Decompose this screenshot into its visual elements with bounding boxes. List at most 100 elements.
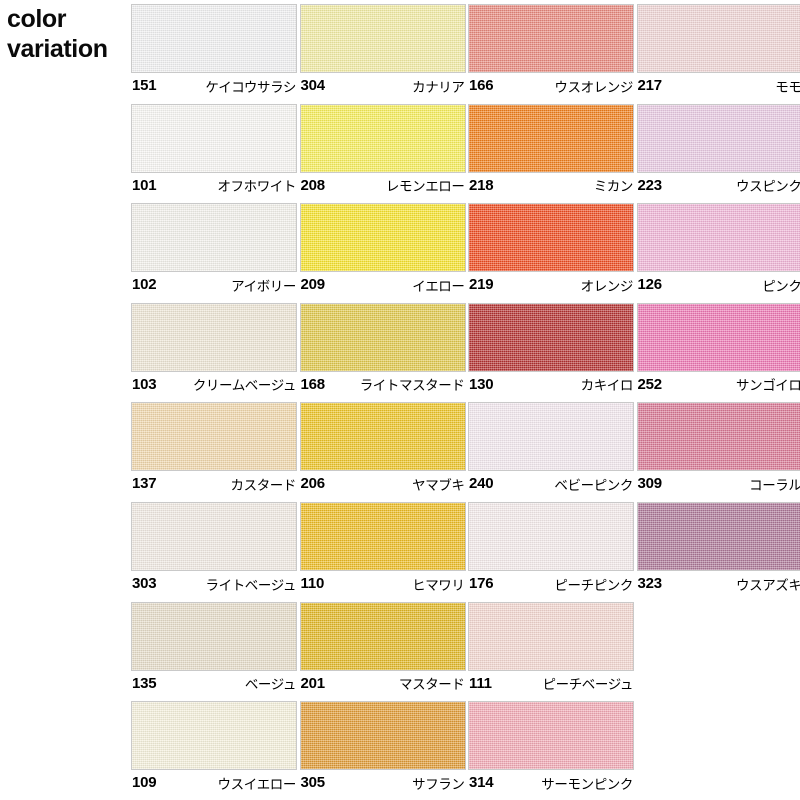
swatch-cell[interactable]: 323 ウスアズキ [636,502,800,596]
swatch-code: 109 [132,774,157,792]
swatch-cell[interactable]: 303 ライトベージュ [131,502,297,596]
swatch-name: サフラン [412,776,465,792]
swatch-cell[interactable]: 109 ウスイエロー [131,701,297,795]
color-chip[interactable] [299,4,466,73]
swatch-cell[interactable]: 208 レモンエロー [299,103,466,198]
color-chip[interactable] [131,203,297,273]
color-chip[interactable] [468,4,634,73]
swatch-cell[interactable]: 168 ライトマスタード [299,302,466,397]
swatch-code: 103 [132,375,157,393]
color-chip[interactable] [636,502,800,571]
swatch-cell[interactable]: 176 ピーチピンク [468,502,634,596]
swatch-name: ライトマスタード [359,378,465,394]
swatch-cell[interactable]: 102 アイボリー [131,203,297,297]
swatch-cell[interactable]: 304 カナリア [299,4,466,98]
swatch-name: ヤマブキ [412,477,465,493]
swatch-caption: 219 オレンジ [468,272,634,297]
swatch-caption: 168 ライトマスタード [300,372,466,397]
swatch-caption: 137 カスタード [131,471,297,496]
swatch-cell[interactable]: 252 サンゴイロ [636,302,800,397]
color-chip[interactable] [299,601,466,671]
swatch-code: 219 [469,276,494,294]
swatch-code: 168 [300,375,326,393]
color-chip[interactable] [468,203,634,273]
swatch-cell[interactable]: 217 モモ [636,4,800,98]
color-chip[interactable] [299,402,466,472]
swatch-caption: 304 カナリア [300,73,466,98]
swatch-code: 218 [469,176,494,194]
swatch-caption: 101 オフホワイト [131,173,297,198]
swatch-name: オレンジ [580,278,634,294]
swatch-name: イエロー [412,278,465,294]
color-chip[interactable] [468,103,634,173]
color-chip[interactable] [131,103,297,173]
swatch-name: マスタード [399,677,465,693]
color-chip[interactable] [636,203,800,273]
color-chip[interactable] [468,701,634,771]
color-chip[interactable] [468,601,634,671]
swatch-cell[interactable]: 201 マスタード [299,601,466,696]
swatch-name: ベビーピンク [554,477,633,493]
color-chip[interactable] [299,203,466,273]
color-chip[interactable] [299,103,466,173]
swatch-code: 176 [469,575,494,592]
swatch-caption: 130 カキイロ [468,372,634,397]
swatch-cell[interactable]: 135 ベージュ [131,601,297,696]
swatch-code: 166 [469,77,494,94]
color-chip[interactable] [636,103,800,173]
swatch-cell[interactable]: 206 ヤマブキ [299,402,466,496]
color-chip[interactable] [468,402,634,472]
swatch-cell[interactable]: 240 ベビーピンク [468,402,634,496]
color-chip[interactable] [131,4,297,73]
color-chip[interactable] [636,302,800,372]
color-chip[interactable] [636,402,800,472]
color-chip[interactable] [299,302,466,372]
swatch-cell[interactable]: 166 ウスオレンジ [468,4,634,98]
swatch-code: 223 [637,176,663,194]
swatch-caption: 201 マスタード [300,671,466,696]
color-chip[interactable] [468,302,634,372]
swatch-cell[interactable]: 110 ヒマワリ [299,502,466,596]
swatch-cell[interactable]: 219 オレンジ [468,203,634,297]
color-chip[interactable] [131,402,297,472]
swatch-caption: 217 モモ [637,73,800,98]
swatch-name: クリームベージュ [192,378,297,394]
swatch-code: 126 [637,276,663,294]
swatch-caption: 303 ライトベージュ [131,571,297,596]
swatch-cell[interactable]: 130 カキイロ [468,302,634,397]
swatch-caption: 223 ウスピンク [637,173,800,198]
swatch-name: ミカン [593,179,634,195]
swatch-cell[interactable]: 305 サフラン [299,701,466,795]
swatch-cell[interactable]: 126 ピンク [636,203,800,297]
swatch-cell[interactable]: 103 クリームベージュ [131,302,297,397]
swatch-name: アイボリー [231,278,296,294]
swatch-name: カスタード [230,477,297,493]
swatch-caption: 135 ベージュ [131,671,297,696]
swatch-cell[interactable]: 218 ミカン [468,103,634,198]
swatch-cell[interactable]: 151 ケイコウサラシ [131,4,297,98]
color-chip[interactable] [131,701,297,771]
swatch-cell[interactable]: 101 オフホワイト [131,103,297,198]
color-chip[interactable] [131,601,297,671]
color-chip[interactable] [299,701,466,771]
swatch-code: 102 [132,276,157,294]
swatch-cell[interactable]: 314 サーモンピンク [468,701,634,795]
swatch-cell[interactable]: 209 イエロー [299,203,466,297]
swatch-code: 137 [132,475,157,493]
color-chip[interactable] [299,502,466,571]
swatch-caption: 309 コーラル [637,471,800,496]
color-chip[interactable] [131,502,297,571]
color-chip[interactable] [131,302,297,372]
swatch-code: 303 [132,575,157,592]
swatch-cell[interactable]: 137 カスタード [131,402,297,496]
swatch-cell[interactable]: 223 ウスピンク [636,103,800,198]
swatch-cell[interactable]: 309 コーラル [636,402,800,496]
swatch-name: ケイコウサラシ [205,79,296,95]
swatch-name: ベージュ [244,677,297,693]
swatch-cell[interactable]: 111 ピーチベージュ [468,601,634,696]
swatch-name: サーモンピンク [541,776,633,792]
color-chip[interactable] [636,4,800,73]
swatch-name: ピンク [762,278,800,294]
color-chip[interactable] [468,502,634,571]
swatch-caption: 305 サフラン [300,770,466,795]
